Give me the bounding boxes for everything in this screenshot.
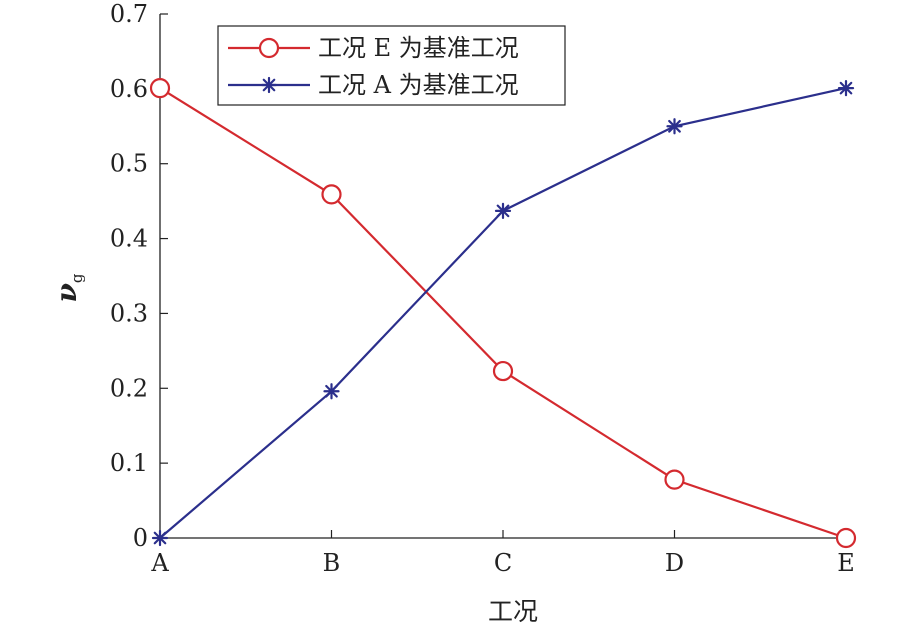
y-tick-label: 0.5 bbox=[110, 150, 148, 178]
legend-marker bbox=[260, 76, 278, 94]
legend-marker bbox=[258, 37, 280, 59]
axes: 0 0.1 0.2 0.3 0.4 0.5 0.6 0.7 A B C D E bbox=[110, 0, 855, 577]
legend-box bbox=[217, 25, 566, 106]
y-tick-label: 0.3 bbox=[110, 299, 148, 327]
data-point bbox=[494, 202, 512, 219]
x-tick-label: E bbox=[837, 549, 855, 577]
data-point bbox=[666, 118, 683, 135]
data-point bbox=[835, 527, 857, 549]
y-tick-label: 0.2 bbox=[110, 374, 148, 402]
series-line bbox=[159, 87, 847, 539]
x-tick-label: C bbox=[494, 549, 512, 577]
legend-entry: 工况 E 为基准工况 bbox=[228, 34, 519, 62]
data-point bbox=[151, 529, 169, 547]
y-axis-title-subscript: g bbox=[68, 273, 86, 283]
x-tick-label: A bbox=[150, 549, 169, 577]
y-tick-label: 0.6 bbox=[110, 75, 148, 103]
legend-label: 工况 E 为基准工况 bbox=[318, 34, 519, 62]
y-tick-label: 0 bbox=[133, 524, 148, 552]
y-tick-label: 0.4 bbox=[110, 225, 148, 253]
legend-entry: 工况 A 为基准工况 bbox=[228, 71, 519, 99]
legend-label: 工况 A 为基准工况 bbox=[318, 71, 519, 99]
data-point bbox=[664, 469, 685, 490]
x-axis-title: 工况 bbox=[488, 597, 538, 626]
x-tick-label: D bbox=[665, 549, 684, 577]
y-tick-label: 0.1 bbox=[110, 449, 148, 477]
data-point bbox=[323, 383, 340, 400]
y-tick-label: 0.7 bbox=[110, 0, 148, 28]
data-point bbox=[149, 78, 171, 99]
y-axis-title-symbol: ν bbox=[50, 283, 83, 302]
series-line bbox=[159, 87, 847, 540]
x-tick-label: B bbox=[323, 549, 341, 577]
series-1 bbox=[149, 78, 857, 549]
series-layer bbox=[149, 78, 857, 549]
series-2 bbox=[151, 80, 855, 547]
data-point bbox=[837, 80, 855, 97]
data-point bbox=[321, 184, 342, 205]
data-point bbox=[492, 360, 514, 382]
y-axis-title: νg bbox=[50, 273, 86, 302]
